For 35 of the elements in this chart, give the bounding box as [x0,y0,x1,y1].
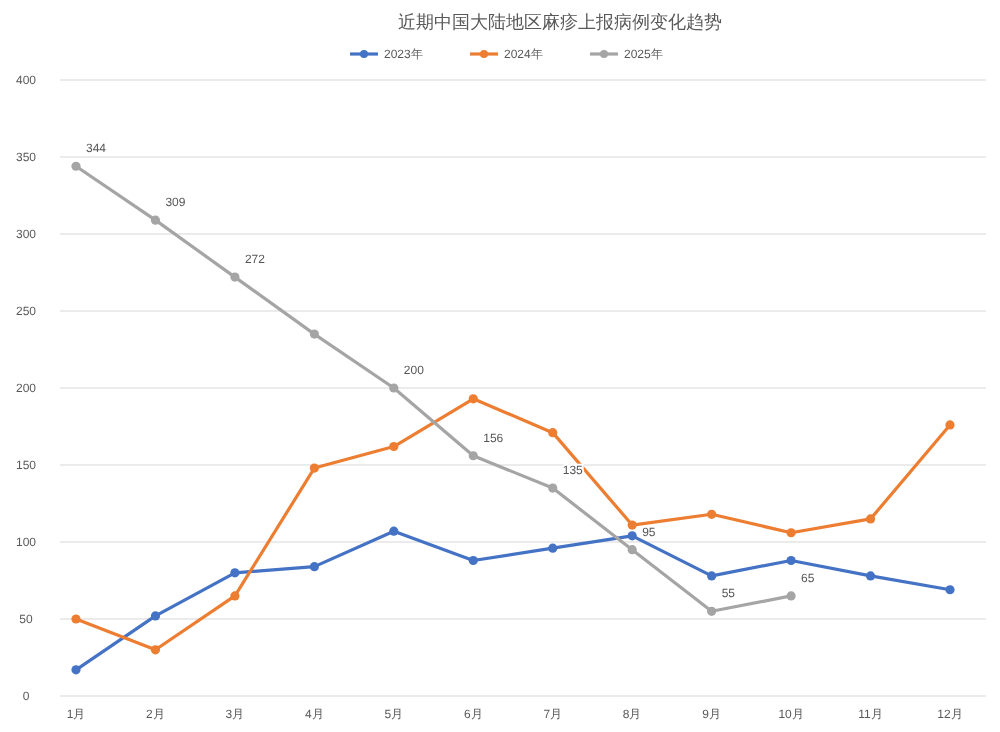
point [309,562,319,572]
point [389,383,399,393]
point [150,215,161,225]
point [309,329,319,339]
point [150,611,161,621]
point [548,483,558,493]
point [707,571,717,581]
point [786,528,796,538]
point [389,526,399,536]
point [707,606,717,616]
point [865,514,876,524]
chart-title: 近期中国大陆地区麻疹上报病例变化趋势 [398,12,722,32]
point [548,543,558,553]
point [707,509,717,519]
point [468,555,478,566]
point [468,394,478,404]
point [786,555,796,566]
point [150,645,161,655]
point [786,591,796,601]
point [309,463,319,473]
point [230,591,240,601]
point [627,531,637,541]
point [865,571,876,581]
point [71,614,81,624]
point [945,420,955,430]
point [71,665,81,675]
point [627,520,637,530]
point [230,568,240,578]
point [627,545,637,555]
point [468,451,478,461]
point [548,428,558,438]
point [230,272,240,282]
point [945,585,955,595]
point [71,161,81,171]
point [389,441,399,452]
